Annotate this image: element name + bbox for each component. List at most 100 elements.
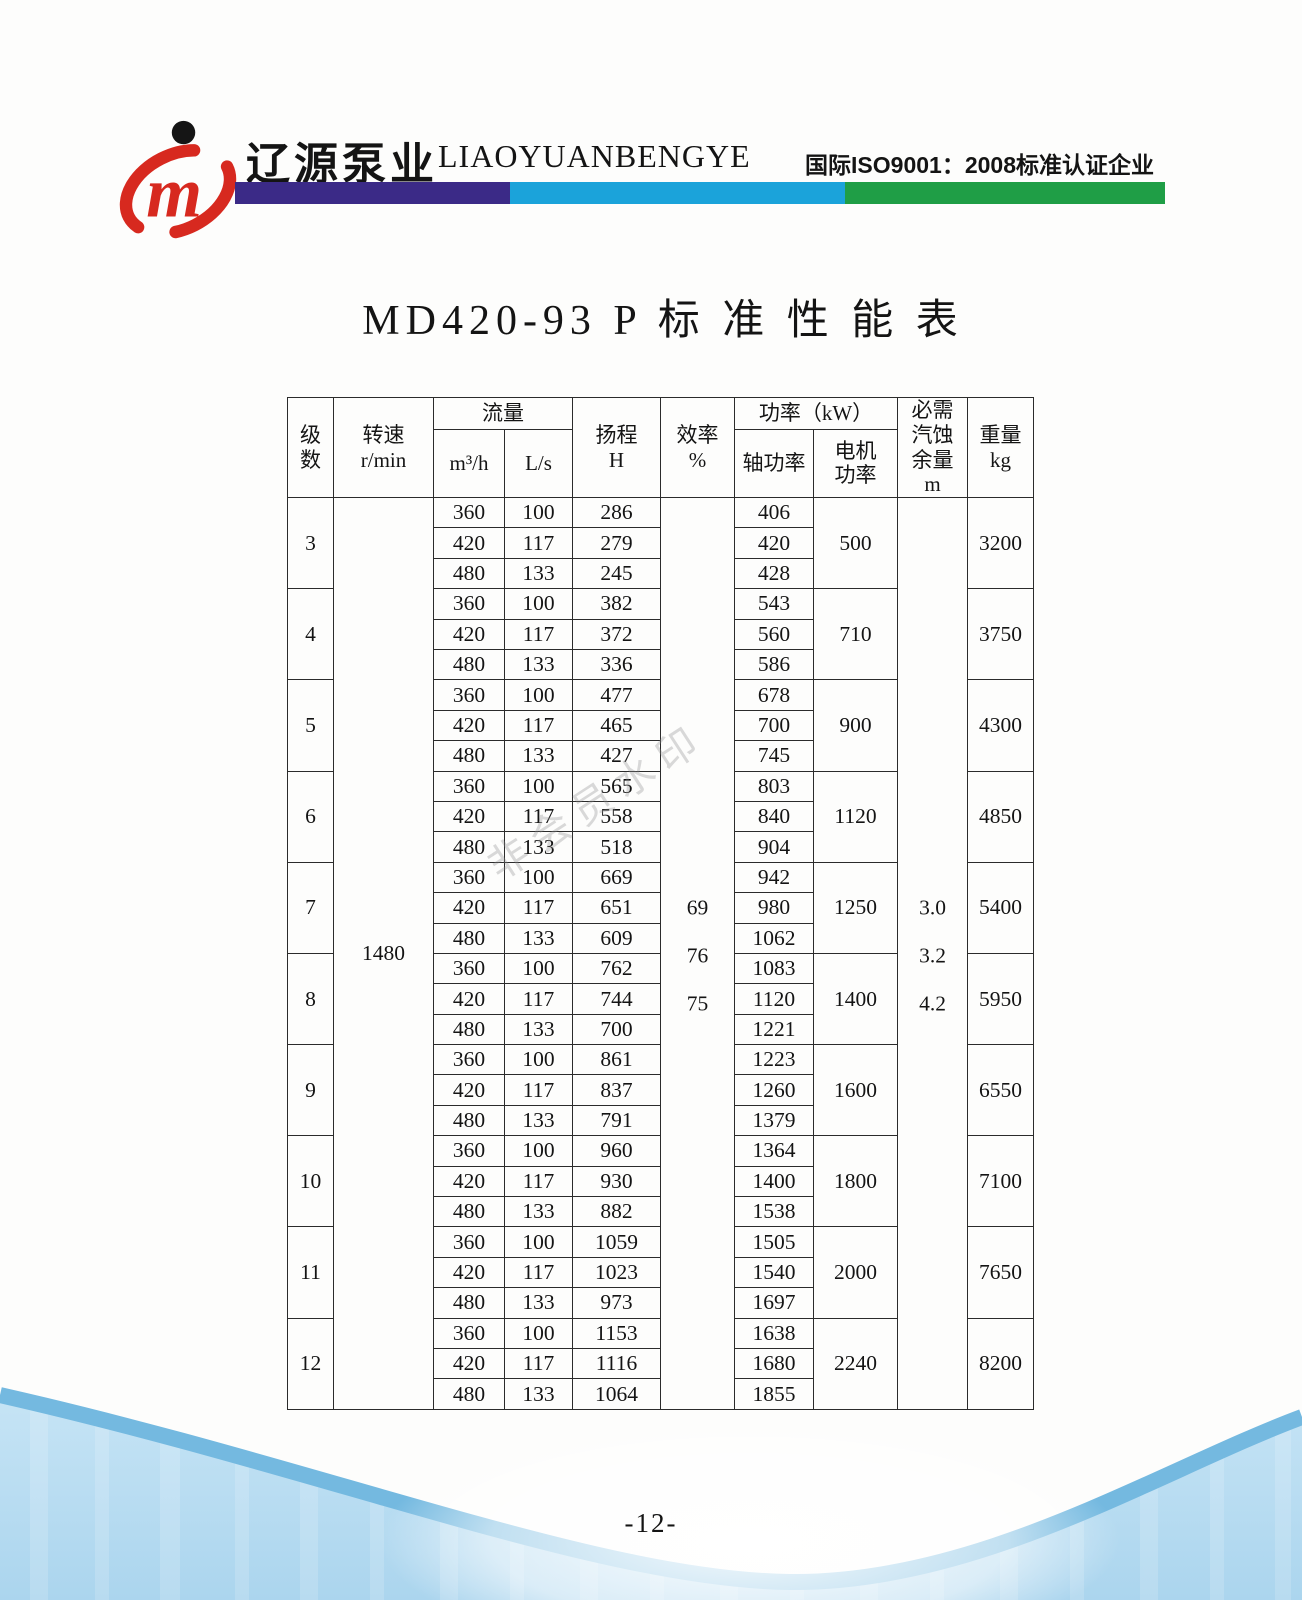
head-cell: 245 bbox=[572, 557, 661, 590]
flow-m3h-cell: 480 bbox=[433, 922, 505, 954]
flow-m3h-cell: 420 bbox=[433, 1347, 505, 1380]
flow-m3h-cell: 480 bbox=[433, 649, 505, 681]
flow-ls-cell: 100 bbox=[504, 497, 573, 529]
flow-m3h-cell: 420 bbox=[433, 1256, 505, 1289]
shaft-power-cell: 1505 bbox=[734, 1226, 814, 1258]
color-bar-green-segment bbox=[845, 182, 1165, 204]
shaft-power-cell: 700 bbox=[734, 709, 814, 742]
shaft-power-cell: 428 bbox=[734, 557, 814, 590]
table-row: 480 133 609 1062 bbox=[288, 922, 1034, 954]
table-row: 480 133 427 745 bbox=[288, 740, 1034, 772]
flow-m3h-cell: 420 bbox=[433, 618, 505, 651]
flow-ls-cell: 100 bbox=[504, 770, 573, 802]
head-cell: 372 bbox=[572, 618, 661, 651]
flow-m3h-cell: 480 bbox=[433, 557, 505, 590]
shaft-power-cell: 1400 bbox=[734, 1165, 814, 1198]
head-cell: 336 bbox=[572, 649, 661, 681]
page-number: -12- bbox=[624, 1508, 678, 1538]
flow-ls-cell: 133 bbox=[504, 740, 573, 772]
stage-cell: 8 bbox=[287, 952, 334, 1046]
table-row: 7 360 100 669 942 1250 5400 bbox=[287, 861, 1035, 954]
stage-cell: 11 bbox=[287, 1226, 334, 1319]
table-row: 6 360 100 565 803 1120 4850 bbox=[287, 770, 1035, 863]
table-body: 3 1480 360 100 286 69 76 75 406 500 3.0 3.2 4.2 3200 4… bbox=[287, 497, 1035, 1410]
motor-power-cell: 1400 bbox=[812, 952, 899, 1046]
header-npsh: 必需 汽蚀 余量 m bbox=[897, 396, 969, 499]
flow-m3h-cell: 360 bbox=[433, 1044, 505, 1076]
shaft-power-cell: 1083 bbox=[734, 952, 814, 985]
stage-cell: 3 bbox=[287, 497, 334, 590]
npsh-value: 3.0 bbox=[919, 895, 946, 920]
head-cell: 1153 bbox=[572, 1317, 661, 1350]
table-row: 12 360 100 1153 1638 2240 8200 bbox=[287, 1317, 1035, 1410]
stage-cell: 10 bbox=[287, 1135, 334, 1228]
motor-power-cell: 900 bbox=[812, 679, 899, 772]
table-row: 11 360 100 1059 1505 2000 7650 bbox=[287, 1226, 1035, 1319]
flow-m3h-cell: 480 bbox=[433, 831, 505, 863]
head-cell: 882 bbox=[572, 1196, 661, 1228]
head-cell: 1116 bbox=[572, 1347, 661, 1380]
stage-cell: 9 bbox=[287, 1044, 334, 1137]
stage-cell: 4 bbox=[287, 588, 334, 681]
header-shaft-power: 轴功率 bbox=[734, 428, 814, 499]
flow-ls-cell: 117 bbox=[504, 709, 573, 742]
shaft-power-cell: 1221 bbox=[734, 1013, 814, 1046]
shaft-power-cell: 1223 bbox=[734, 1044, 814, 1076]
flow-ls-cell: 100 bbox=[504, 952, 573, 985]
table-row: 480 133 245 428 bbox=[288, 557, 1034, 590]
efficiency-value: 69 bbox=[686, 895, 709, 920]
flow-m3h-cell: 480 bbox=[433, 1013, 505, 1046]
flow-ls-cell: 117 bbox=[504, 892, 573, 924]
table-row: 420 117 651 980 bbox=[288, 892, 1034, 924]
weight-cell: 4850 bbox=[967, 770, 1035, 863]
head-cell: 558 bbox=[572, 800, 661, 833]
table-row: 5 360 100 477 678 900 4300 bbox=[287, 679, 1035, 772]
head-cell: 518 bbox=[572, 831, 661, 863]
table-row: 420 117 279 420 bbox=[288, 527, 1034, 559]
header-head: 扬程 H bbox=[572, 396, 661, 499]
table-row: 420 117 930 1400 bbox=[288, 1165, 1034, 1198]
table-row: 8 360 100 762 1083 1400 5950 bbox=[287, 952, 1035, 1046]
flow-m3h-cell: 420 bbox=[433, 527, 505, 559]
flow-m3h-cell: 480 bbox=[433, 1287, 505, 1319]
npsh-value: 4.2 bbox=[919, 991, 946, 1016]
head-cell: 651 bbox=[572, 892, 661, 924]
shaft-power-cell: 560 bbox=[734, 618, 814, 651]
table-row: 420 117 1116 1680 bbox=[288, 1347, 1034, 1380]
head-cell: 382 bbox=[572, 588, 661, 620]
color-bar-cyan-segment bbox=[510, 182, 845, 204]
table-row: 480 133 336 586 bbox=[288, 649, 1034, 681]
flow-ls-cell: 133 bbox=[504, 557, 573, 590]
weight-cell: 3750 bbox=[967, 588, 1035, 681]
shaft-power-cell: 420 bbox=[734, 527, 814, 559]
flow-ls-cell: 117 bbox=[504, 1256, 573, 1289]
head-cell: 669 bbox=[572, 861, 661, 894]
shaft-power-cell: 980 bbox=[734, 892, 814, 924]
color-bar-purple-segment bbox=[235, 182, 510, 204]
motor-power-cell: 1600 bbox=[812, 1044, 899, 1137]
weight-cell: 4300 bbox=[967, 679, 1035, 772]
header-motor-power: 电机 功率 bbox=[812, 428, 899, 499]
header-stage: 级 数 bbox=[287, 396, 334, 499]
weight-cell: 8200 bbox=[967, 1317, 1035, 1410]
table-row: 420 117 558 840 bbox=[288, 800, 1034, 833]
head-cell: 700 bbox=[572, 1013, 661, 1046]
flow-ls-cell: 100 bbox=[504, 1226, 573, 1258]
head-cell: 279 bbox=[572, 527, 661, 559]
header-flow-m3h: m³/h bbox=[433, 428, 505, 499]
flow-ls-cell: 100 bbox=[504, 1135, 573, 1167]
stage-cell: 12 bbox=[287, 1317, 334, 1410]
flow-m3h-cell: 480 bbox=[433, 740, 505, 772]
certification-text: 国际ISO9001：2008标准认证企业 bbox=[805, 152, 1154, 178]
shaft-power-cell: 586 bbox=[734, 649, 814, 681]
head-cell: 762 bbox=[572, 952, 661, 985]
flow-ls-cell: 133 bbox=[504, 1287, 573, 1319]
weight-cell: 7650 bbox=[967, 1226, 1035, 1319]
head-cell: 791 bbox=[572, 1104, 661, 1137]
head-cell: 930 bbox=[572, 1165, 661, 1198]
flow-ls-cell: 133 bbox=[504, 649, 573, 681]
brand-name-english: LIAOYUANBENGYE bbox=[438, 138, 751, 174]
stage-cell: 5 bbox=[287, 679, 334, 772]
shaft-power-cell: 1062 bbox=[734, 922, 814, 954]
